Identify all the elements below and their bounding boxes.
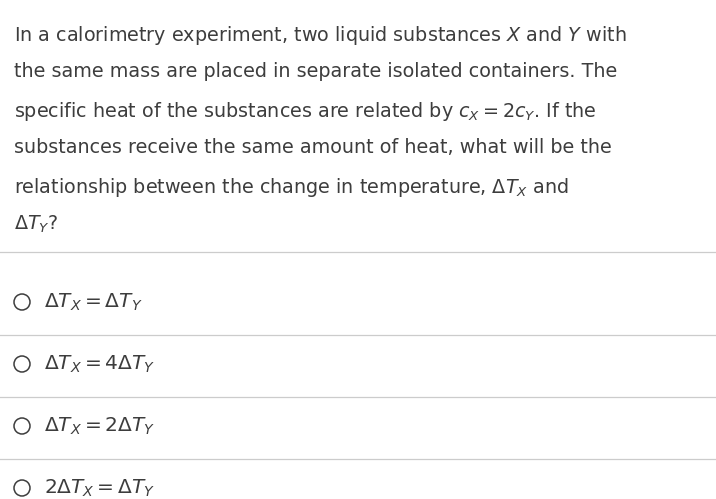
Text: $\Delta T_X = 4\Delta T_Y$: $\Delta T_X = 4\Delta T_Y$ <box>44 353 155 375</box>
Text: $\Delta T_Y$?: $\Delta T_Y$? <box>14 214 58 236</box>
Text: substances receive the same amount of heat, what will be the: substances receive the same amount of he… <box>14 138 611 157</box>
Text: $2\Delta T_X = \Delta T_Y$: $2\Delta T_X = \Delta T_Y$ <box>44 478 155 499</box>
Text: specific heat of the substances are related by $c_X = 2c_Y$. If the: specific heat of the substances are rela… <box>14 100 596 123</box>
Text: In a calorimetry experiment, two liquid substances $X$ and $Y$ with: In a calorimetry experiment, two liquid … <box>14 24 626 47</box>
Text: $\Delta T_X = 2\Delta T_Y$: $\Delta T_X = 2\Delta T_Y$ <box>44 415 155 437</box>
Text: $\Delta T_X = \Delta T_Y$: $\Delta T_X = \Delta T_Y$ <box>44 291 142 313</box>
Text: the same mass are placed in separate isolated containers. The: the same mass are placed in separate iso… <box>14 62 617 81</box>
Text: relationship between the change in temperature, $\Delta T_X$ and: relationship between the change in tempe… <box>14 176 569 199</box>
